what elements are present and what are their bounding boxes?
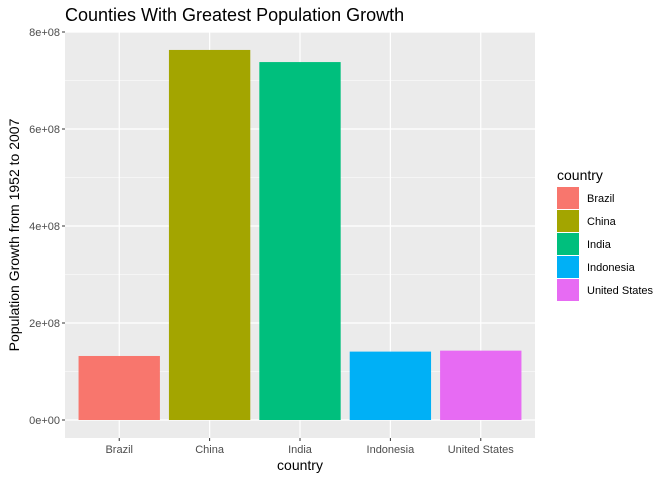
legend-label: Indonesia (587, 262, 636, 274)
bar-brazil (78, 355, 160, 420)
legend-key (557, 256, 579, 278)
y-tick-label: 6e+08 (29, 124, 60, 136)
x-tick-label: India (288, 444, 313, 456)
x-tick-label: China (195, 444, 225, 456)
x-tick-label: United States (448, 444, 515, 456)
bar-united-states (440, 350, 522, 420)
y-tick-label: 0e+00 (29, 415, 60, 427)
bar-india (259, 62, 341, 420)
legend-label: China (587, 216, 617, 228)
x-axis: Brazil China India Indonesia United States (105, 438, 514, 456)
x-tick-label: Brazil (105, 444, 133, 456)
legend-key (557, 187, 579, 209)
legend-key (557, 279, 579, 301)
legend-label: Brazil (587, 193, 615, 205)
chart-title: Counties With Greatest Population Growth (65, 5, 404, 25)
bars (78, 49, 522, 420)
x-axis-title: country (277, 457, 323, 473)
bar-china (168, 49, 251, 420)
legend-key (557, 233, 579, 255)
y-tick-label: 4e+08 (29, 221, 60, 233)
y-tick-label: 2e+08 (29, 318, 60, 330)
y-tick-label: 8e+08 (29, 27, 60, 39)
y-axis: 0e+00 2e+08 4e+08 6e+08 8e+08 (29, 27, 65, 427)
legend-items: Brazil China India Indonesia United States (557, 187, 654, 301)
legend-label: United States (587, 285, 654, 297)
legend-key (557, 210, 579, 232)
legend-label: India (587, 239, 612, 251)
legend-title: country (557, 167, 603, 183)
legend: country Brazil China India Indonesia United … (557, 167, 654, 301)
y-axis-title: Population Growth from 1952 to 2007 (6, 118, 22, 351)
x-tick-label: Indonesia (367, 444, 416, 456)
bar-indonesia (349, 351, 432, 420)
